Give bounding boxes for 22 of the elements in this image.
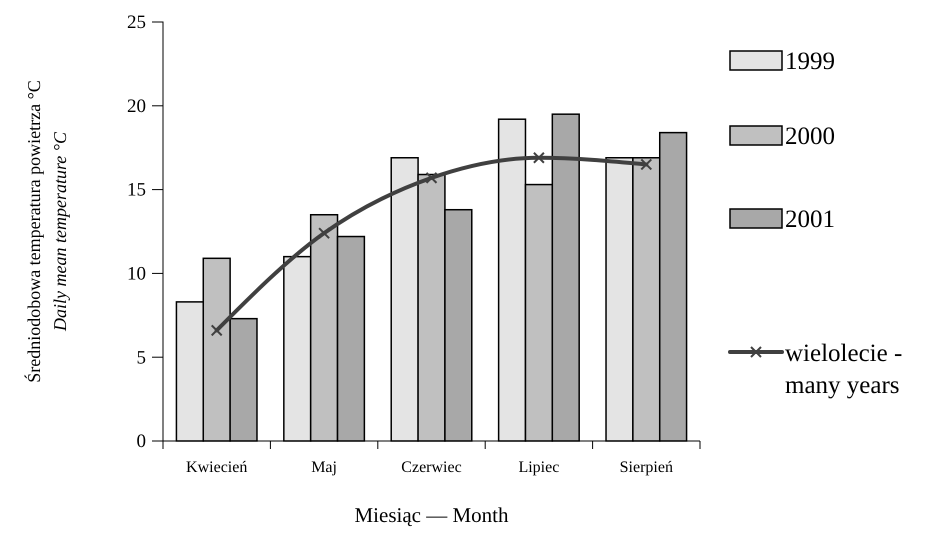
x-tick-label: Maj bbox=[311, 459, 337, 476]
legend-label: 2000 bbox=[785, 123, 835, 150]
x-tick-label: Sierpień bbox=[620, 459, 673, 476]
point bbox=[318, 227, 330, 240]
y-tick-label: 25 bbox=[127, 12, 146, 34]
x-axis-title: Miesiąc — Month bbox=[354, 503, 509, 527]
y-tick-label: 0 bbox=[136, 431, 146, 452]
point bbox=[640, 158, 652, 170]
y-tick-label: 5 bbox=[136, 347, 146, 368]
point bbox=[426, 172, 438, 184]
point bbox=[532, 152, 545, 164]
y-tick-label: 20 bbox=[127, 96, 146, 117]
point bbox=[210, 324, 223, 336]
x-tick-label: Czerwiec bbox=[401, 459, 462, 476]
legend-label: wielolecie - many years bbox=[785, 340, 902, 399]
y-axis-title: Średniodobowa temperatura powietrza °C Daily mean temperature °C bbox=[24, 80, 70, 383]
legend-label: 1999 bbox=[785, 48, 835, 75]
y-tick-label: 15 bbox=[127, 180, 146, 201]
x-tick-label: Kwiecień bbox=[186, 459, 248, 476]
y-tick-label: 10 bbox=[127, 263, 146, 284]
legend-label: 2001 bbox=[785, 206, 835, 233]
x-tick-label: Lipiec bbox=[518, 459, 560, 476]
